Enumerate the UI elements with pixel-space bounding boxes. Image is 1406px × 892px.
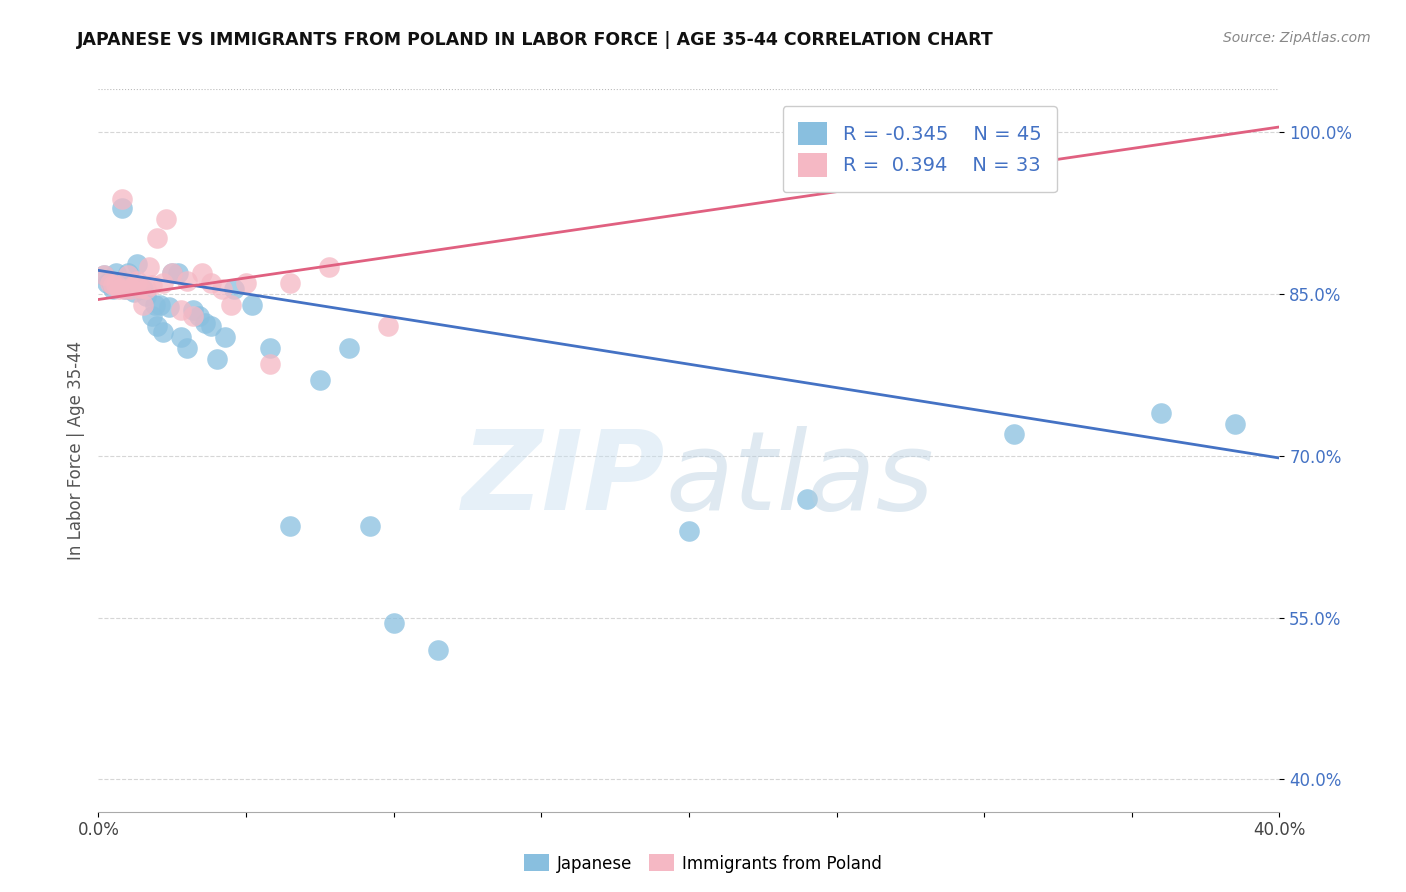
Point (132, 298, 155, 312)
Point (141, 309, 163, 323)
Point (141, 278, 163, 293)
Legend: R = -0.345    N = 45, R =  0.394    N = 33: R = -0.345 N = 45, R = 0.394 N = 33 (783, 106, 1057, 193)
Point (135, 282, 157, 296)
Point (176, 341, 198, 355)
Point (280, 277, 302, 291)
Point (214, 330, 236, 344)
Point (181, 303, 204, 318)
Point (157, 300, 180, 314)
Point (191, 266, 214, 280)
Point (103, 282, 125, 296)
Point (93, 268, 115, 282)
Point (128, 280, 150, 294)
Point (105, 278, 128, 293)
Point (221, 298, 243, 312)
Point (122, 278, 145, 293)
Point (105, 266, 128, 280)
Point (1150, 406, 1173, 420)
Point (200, 277, 222, 291)
Point (103, 278, 125, 293)
Point (318, 260, 340, 274)
Point (146, 231, 169, 245)
Point (176, 274, 198, 288)
Point (200, 319, 222, 334)
Text: atlas: atlas (665, 425, 934, 533)
Point (143, 298, 166, 312)
Point (128, 280, 150, 294)
Point (181, 309, 204, 323)
Point (377, 319, 399, 334)
Point (98, 274, 121, 288)
Point (117, 268, 139, 282)
Point (162, 266, 183, 280)
Point (96, 277, 118, 291)
Point (111, 192, 134, 206)
Point (359, 519, 381, 533)
Point (1225, 417, 1247, 431)
Point (114, 282, 136, 296)
Point (1032, 158, 1054, 172)
Point (152, 325, 174, 339)
Point (211, 282, 233, 296)
Text: ZIP: ZIP (461, 425, 665, 533)
Point (187, 309, 209, 323)
Point (114, 282, 136, 296)
Point (1002, 427, 1025, 442)
Point (117, 266, 139, 280)
Point (111, 201, 134, 215)
Text: Source: ZipAtlas.com: Source: ZipAtlas.com (1223, 31, 1371, 45)
Point (259, 357, 281, 371)
Point (149, 298, 172, 312)
Point (125, 274, 148, 288)
Point (98, 277, 121, 291)
Point (167, 266, 190, 280)
Point (170, 303, 193, 318)
Point (194, 316, 217, 330)
Point (146, 319, 169, 334)
Point (205, 351, 228, 366)
Point (235, 277, 257, 291)
Text: JAPANESE VS IMMIGRANTS FROM POLAND IN LABOR FORCE | AGE 35-44 CORRELATION CHART: JAPANESE VS IMMIGRANTS FROM POLAND IN LA… (77, 31, 994, 49)
Point (240, 298, 263, 312)
Point (155, 211, 177, 226)
Point (339, 341, 361, 355)
Point (135, 289, 157, 303)
Point (259, 341, 281, 355)
Point (108, 282, 131, 296)
Point (122, 285, 145, 299)
Point (427, 643, 450, 657)
Point (162, 266, 183, 280)
Y-axis label: In Labor Force | Age 35-44: In Labor Force | Age 35-44 (66, 341, 84, 560)
Point (224, 282, 246, 296)
Point (678, 524, 700, 539)
Point (170, 330, 193, 344)
Point (152, 277, 174, 291)
Point (138, 260, 160, 274)
Point (309, 373, 332, 387)
Point (108, 278, 131, 293)
Point (382, 615, 405, 630)
Legend: Japanese, Immigrants from Poland: Japanese, Immigrants from Poland (517, 847, 889, 880)
Point (280, 519, 302, 533)
Point (120, 278, 142, 293)
Point (796, 491, 818, 506)
Point (93, 268, 115, 282)
Point (132, 282, 155, 296)
Point (125, 257, 148, 271)
Point (120, 282, 142, 296)
